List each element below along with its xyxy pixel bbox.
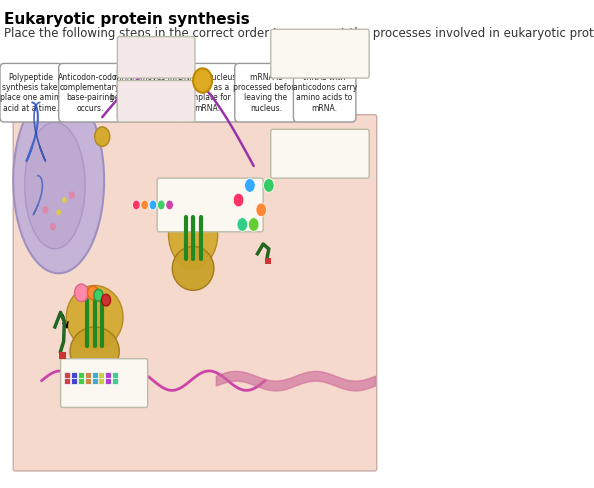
FancyBboxPatch shape [157,178,263,232]
Circle shape [69,191,75,199]
Bar [59,352,65,359]
Circle shape [149,200,157,210]
Circle shape [87,286,98,300]
Circle shape [166,200,173,210]
Text: 3.: 3. [276,38,285,46]
Bar [99,378,105,384]
Bar [112,372,118,378]
Bar [85,378,91,384]
Bar [64,372,71,378]
FancyBboxPatch shape [118,37,195,78]
Ellipse shape [169,200,218,268]
Text: mRNA moves into
cytoplasm and
becomes associated
with ribosomes.: mRNA moves into cytoplasm and becomes as… [110,73,188,113]
Text: Eukaryotic protein synthesis: Eukaryotic protein synthesis [4,12,249,27]
Text: 4.: 4. [276,138,285,146]
Circle shape [141,200,148,210]
Bar [112,378,118,384]
Ellipse shape [94,127,110,146]
Bar [78,372,84,378]
Text: 1.: 1. [122,45,132,54]
Circle shape [62,197,67,203]
Bar [85,372,91,378]
Circle shape [256,203,267,217]
Circle shape [157,200,165,210]
Ellipse shape [67,285,123,349]
Bar [78,378,84,384]
FancyBboxPatch shape [235,63,297,122]
Circle shape [50,223,56,231]
Bar [71,378,77,384]
Circle shape [193,68,212,93]
Text: DNA in nucleus
serves as a
template for
mRNA.: DNA in nucleus serves as a template for … [178,73,236,113]
Text: Place the following steps in the correct order to represent the processes involv: Place the following steps in the correct… [4,27,594,40]
Text: Anticodon-codon
complementary
base-pairing
occurs.: Anticodon-codon complementary base-pairi… [58,73,122,113]
Ellipse shape [13,88,104,273]
FancyBboxPatch shape [0,63,62,122]
Circle shape [42,206,49,214]
Bar [91,372,97,378]
Circle shape [94,289,103,301]
FancyBboxPatch shape [271,29,369,78]
Ellipse shape [24,122,85,249]
FancyBboxPatch shape [59,63,121,122]
Circle shape [248,218,259,231]
Bar [99,372,105,378]
Ellipse shape [172,246,214,290]
FancyBboxPatch shape [293,63,356,122]
Circle shape [56,209,61,215]
Text: tRNAs with
anticodons carry
amino acids to
mRNA.: tRNAs with anticodons carry amino acids … [292,73,357,113]
Text: mRNA is
processed before
leaving the
nucleus.: mRNA is processed before leaving the nuc… [233,73,299,113]
Bar [265,258,271,264]
FancyBboxPatch shape [118,63,180,122]
Text: 2.: 2. [122,89,132,98]
Text: 5.: 5. [162,186,172,195]
Circle shape [237,218,248,231]
Circle shape [102,294,110,306]
Bar [91,378,97,384]
Bar [105,372,111,378]
Circle shape [233,193,244,207]
Ellipse shape [70,327,119,376]
Bar [71,372,77,378]
Text: 6.: 6. [65,367,75,376]
Circle shape [264,179,274,192]
FancyBboxPatch shape [271,129,369,178]
Circle shape [75,284,89,302]
FancyBboxPatch shape [61,359,148,407]
Bar [105,378,111,384]
Bar [64,378,71,384]
Text: Polypeptide
synthesis takes
place one amino
acid at a time.: Polypeptide synthesis takes place one am… [0,73,63,113]
Circle shape [132,200,140,210]
FancyBboxPatch shape [176,63,239,122]
Circle shape [245,179,255,192]
FancyBboxPatch shape [13,115,377,471]
FancyBboxPatch shape [118,81,195,122]
